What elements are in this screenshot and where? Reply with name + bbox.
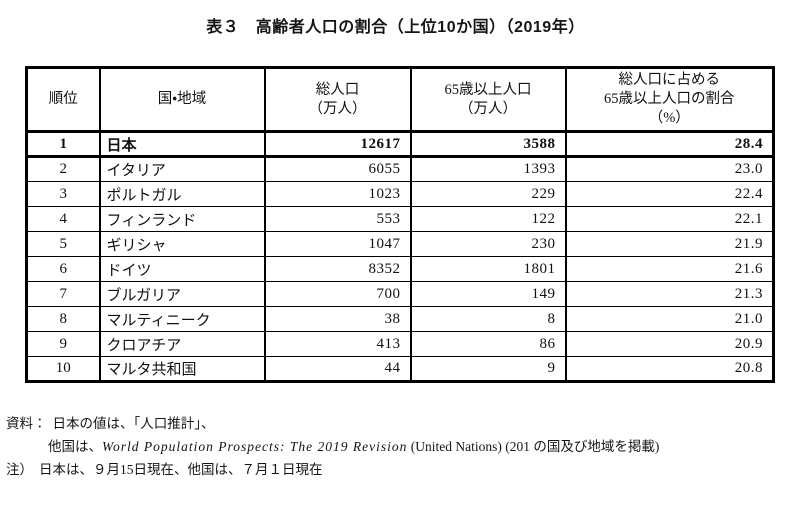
date-note-line: 注） 日本は、９月15日現在、他国は、７月１日現在 xyxy=(6,458,791,481)
date-note-text: 日本は、９月15日現在、他国は、７月１日現在 xyxy=(39,462,323,478)
rank-cell: 4 xyxy=(25,206,101,233)
publication-title: World Population Prospects: The 2019 Rev… xyxy=(102,439,408,455)
elderly-ratio-cell: 21.0 xyxy=(564,306,775,333)
total-population-cell: 6055 xyxy=(263,156,412,183)
header-elderly-ratio: 総人口に占める 65歳以上人口の割合 （%） xyxy=(564,66,775,134)
elderly-population-cell: 1393 xyxy=(409,156,567,183)
elderly-ratio-cell: 23.0 xyxy=(564,156,775,183)
table-row: 6 ドイツ 8352 1801 21.6 xyxy=(25,256,775,283)
date-note-label: 注） xyxy=(6,462,33,478)
elderly-ratio-cell: 21.3 xyxy=(564,281,775,308)
table-row-japan: 1 日本 12617 3588 28.4 xyxy=(25,130,775,159)
country-cell: ドイツ xyxy=(98,256,266,283)
total-population-cell: 1023 xyxy=(263,181,412,208)
footnotes: 資料： 日本の値は、「人口推計」、 他国は、World Population Pr… xyxy=(6,412,791,481)
source-note-line-2: 他国は、World Population Prospects: The 2019… xyxy=(6,435,791,458)
header-row: 順位 国・地域 総人口 （万人） 65歳以上人口 （万人） 総人口に占める 65… xyxy=(25,66,775,134)
source-note-line-1: 資料： 日本の値は、「人口推計」、 xyxy=(6,412,791,435)
rank-cell: 3 xyxy=(25,181,101,208)
country-cell: マルタ共和国 xyxy=(98,356,266,383)
rank-cell: 1 xyxy=(25,130,101,159)
country-cell: ブルガリア xyxy=(98,281,266,308)
rank-cell: 8 xyxy=(25,306,101,333)
source-text-others-prefix: 他国は、 xyxy=(48,439,102,455)
elderly-ratio-cell: 21.6 xyxy=(564,256,775,283)
elderly-ratio-cell: 22.1 xyxy=(564,206,775,233)
elderly-ratio-cell: 28.4 xyxy=(564,130,775,159)
rank-cell: 10 xyxy=(25,356,101,383)
total-population-cell: 700 xyxy=(263,281,412,308)
header-elderly-population: 65歳以上人口 （万人） xyxy=(409,66,567,134)
country-cell: マルティニーク xyxy=(98,306,266,333)
country-cell: イタリア xyxy=(98,156,266,183)
country-cell: フィンランド xyxy=(98,206,266,233)
elderly-population-cell: 1801 xyxy=(409,256,567,283)
country-cell: クロアチア xyxy=(98,331,266,358)
document-page: 表３ 高齢者人口の割合（上位10か国）（2019年） 順位 国・地域 総人口 （… xyxy=(0,13,791,510)
total-population-cell: 413 xyxy=(263,331,412,358)
elderly-population-table: 順位 国・地域 総人口 （万人） 65歳以上人口 （万人） 総人口に占める 65… xyxy=(25,66,775,384)
elderly-population-cell: 8 xyxy=(409,306,567,333)
country-cell: ポルトガル xyxy=(98,181,266,208)
table-row: 10 マルタ共和国 44 9 20.8 xyxy=(25,356,775,383)
elderly-ratio-cell: 20.9 xyxy=(564,331,775,358)
rank-cell: 2 xyxy=(25,156,101,183)
source-text-japan: 日本の値は、「人口推計」、 xyxy=(52,416,215,432)
table-row: 3 ポルトガル 1023 229 22.4 xyxy=(25,181,775,208)
country-cell: ギリシャ xyxy=(98,231,266,258)
rank-cell: 7 xyxy=(25,281,101,308)
table-row: 2 イタリア 6055 1393 23.0 xyxy=(25,156,775,183)
table-row: 9 クロアチア 413 86 20.9 xyxy=(25,331,775,358)
elderly-population-cell: 122 xyxy=(409,206,567,233)
elderly-population-cell: 230 xyxy=(409,231,567,258)
table-row: 8 マルティニーク 38 8 21.0 xyxy=(25,306,775,333)
country-cell: 日本 xyxy=(98,130,266,159)
total-population-cell: 8352 xyxy=(263,256,412,283)
elderly-population-cell: 229 xyxy=(409,181,567,208)
source-text-others-suffix: (United Nations) (201 の国及び地域を掲載) xyxy=(407,439,660,455)
source-label: 資料： xyxy=(6,416,47,432)
elderly-ratio-cell: 22.4 xyxy=(564,181,775,208)
header-total-population: 総人口 （万人） xyxy=(263,66,412,134)
elderly-ratio-cell: 21.9 xyxy=(564,231,775,258)
table-row: 4 フィンランド 553 122 22.1 xyxy=(25,206,775,233)
header-rank: 順位 xyxy=(25,66,101,134)
total-population-cell: 38 xyxy=(263,306,412,333)
page-title: 表３ 高齢者人口の割合（上位10か国）（2019年） xyxy=(206,19,585,36)
header-country: 国・地域 xyxy=(98,66,266,134)
elderly-population-cell: 149 xyxy=(409,281,567,308)
rank-cell: 6 xyxy=(25,256,101,283)
elderly-ratio-cell: 20.8 xyxy=(564,356,775,383)
total-population-cell: 44 xyxy=(263,356,412,383)
table-row: 5 ギリシャ 1047 230 21.9 xyxy=(25,231,775,258)
total-population-cell: 1047 xyxy=(263,231,412,258)
elderly-population-cell: 9 xyxy=(409,356,567,383)
table-row: 7 ブルガリア 700 149 21.3 xyxy=(25,281,775,308)
total-population-cell: 12617 xyxy=(263,130,412,159)
elderly-population-cell: 3588 xyxy=(409,130,567,159)
rank-cell: 5 xyxy=(25,231,101,258)
total-population-cell: 553 xyxy=(263,206,412,233)
elderly-population-cell: 86 xyxy=(409,331,567,358)
rank-cell: 9 xyxy=(25,331,101,358)
